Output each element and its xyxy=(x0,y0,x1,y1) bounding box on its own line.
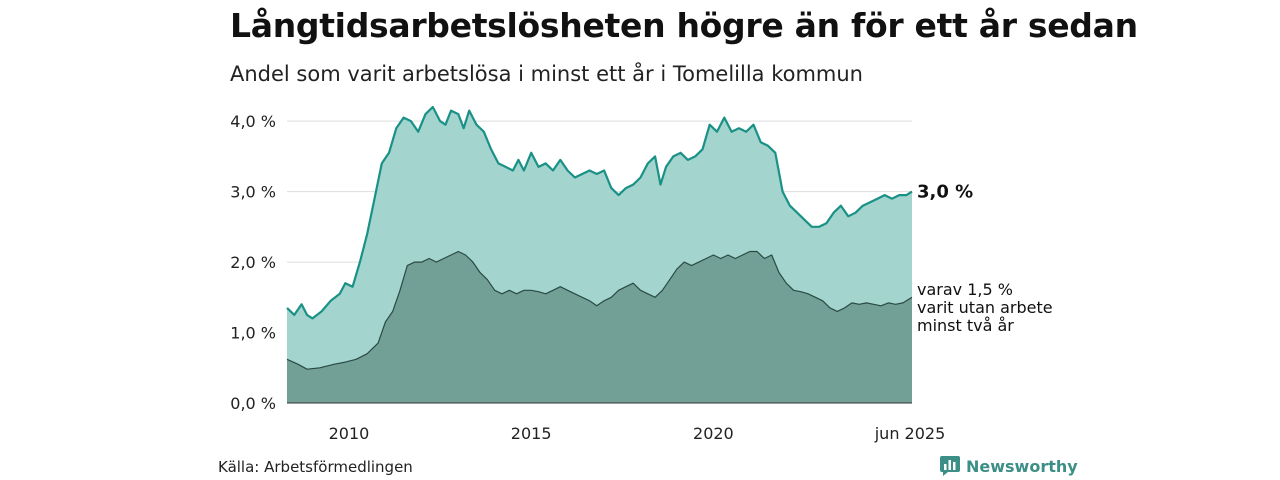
sub-label-line-3: minst två år xyxy=(917,316,1014,335)
end-value-label: 3,0 % xyxy=(917,182,973,203)
y-tick-label: 4,0 % xyxy=(230,112,276,131)
sub-label-line-1: varav 1,5 % xyxy=(917,280,1013,299)
sub-label-line-2: varit utan arbete xyxy=(917,298,1053,317)
x-tick-label: jun 2025 xyxy=(874,424,946,443)
chart-title: Långtidsarbetslösheten högre än för ett … xyxy=(230,6,1138,45)
y-axis-ticks: 0,0 % 1,0 % 2,0 % 3,0 % 4,0 % xyxy=(230,112,276,413)
y-tick-label: 2,0 % xyxy=(230,253,276,272)
x-tick-label: 2010 xyxy=(329,424,370,443)
y-tick-label: 1,0 % xyxy=(230,324,276,343)
y-tick-label: 3,0 % xyxy=(230,183,276,202)
brand-logo: Newsworthy xyxy=(940,456,1078,476)
y-tick-label: 0,0 % xyxy=(230,394,276,413)
x-axis-ticks: 2010 2015 2020 jun 2025 xyxy=(329,424,946,443)
series-minst-tva-ar-line xyxy=(286,250,913,370)
brand-name: Newsworthy xyxy=(966,456,1078,476)
chart-subtitle: Andel som varit arbetslösa i minst ett å… xyxy=(230,62,863,86)
source-note: Källa: Arbetsförmedlingen xyxy=(218,458,413,476)
x-tick-label: 2020 xyxy=(693,424,734,443)
series-minst-tva-ar-area xyxy=(287,251,912,403)
series-minst-ett-ar-line xyxy=(286,105,913,320)
bar-chart-icon xyxy=(940,456,960,476)
chart-areas xyxy=(286,105,913,403)
x-tick-label: 2015 xyxy=(511,424,552,443)
